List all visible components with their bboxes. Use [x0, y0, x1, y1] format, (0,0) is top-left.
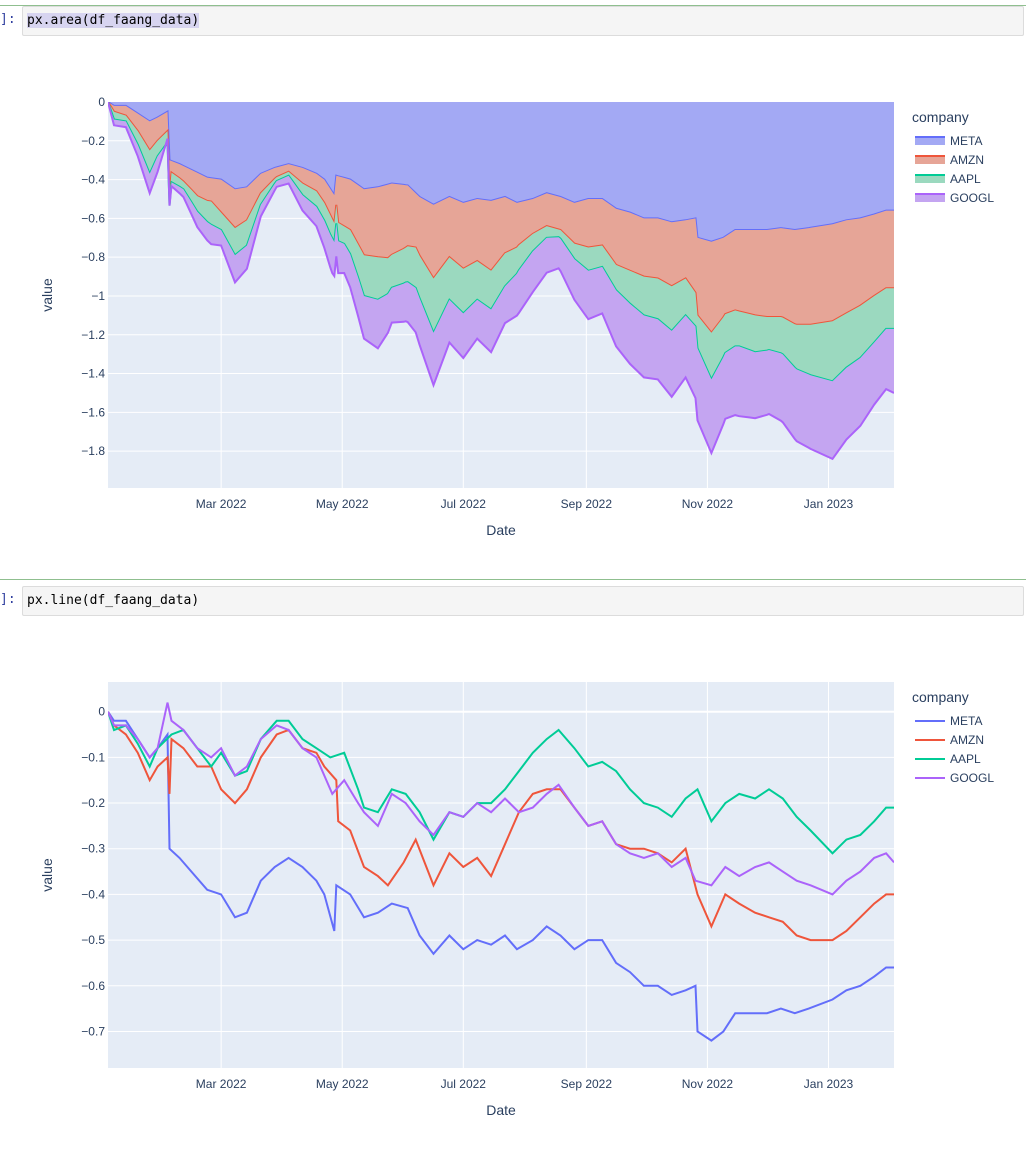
legend-item-meta[interactable]: META	[915, 714, 982, 728]
series-line-googl[interactable]	[108, 702, 894, 896]
y-tick-label: −0.4	[81, 887, 105, 901]
legend-item-googl[interactable]: GOOGL	[915, 771, 994, 785]
cell-prompt: ]:	[0, 12, 16, 27]
y-tick-label: −0.1	[81, 750, 105, 764]
legend-item-googl[interactable]: GOOGL	[915, 191, 994, 205]
x-tick-label: May 2022	[316, 1077, 369, 1091]
x-tick-label: Nov 2022	[682, 1077, 734, 1091]
cell-separator	[0, 5, 1026, 6]
legend-item-meta[interactable]: META	[915, 134, 982, 148]
x-tick-label: Jan 2023	[804, 497, 854, 511]
plot-background	[108, 682, 894, 1068]
x-tick-label: Nov 2022	[682, 497, 734, 511]
y-tick-label: 0	[98, 95, 105, 109]
y-axis-title: value	[39, 278, 55, 312]
cell-separator	[0, 579, 1026, 580]
legend-item-aapl[interactable]: AAPL	[915, 752, 981, 766]
area-chart[interactable]: Mar 2022 May 2022 Jul 2022 Sep 2022 Nov 2022…	[0, 80, 1026, 580]
y-axis-title: value	[39, 858, 55, 892]
area-fill-googl[interactable]	[108, 102, 894, 459]
legend-label: AMZN	[950, 153, 984, 167]
x-tick-label: Jan 2023	[804, 1077, 854, 1091]
cell-prompt: ]:	[0, 592, 16, 607]
legend-swatch	[915, 194, 945, 202]
legend: company META AMZN AAPL GOOGL	[912, 109, 994, 205]
y-tick-label: −1.8	[81, 444, 105, 458]
code-text: px.area(df_faang_data)	[27, 13, 200, 28]
series-line-aapl[interactable]	[108, 711, 894, 855]
legend-title: company	[912, 109, 969, 125]
x-axis-title: Date	[486, 1102, 516, 1118]
legend-label: AAPL	[950, 752, 981, 766]
legend-label: GOOGL	[950, 191, 994, 205]
y-tick-label: 0	[98, 705, 105, 719]
series-line-meta[interactable]	[108, 711, 894, 1042]
x-tick-label: Jul 2022	[441, 497, 487, 511]
legend-label: META	[950, 714, 982, 728]
area-line-googl[interactable]	[108, 102, 894, 461]
legend-label: AAPL	[950, 172, 981, 186]
plot-marks	[108, 102, 894, 461]
x-tick-label: May 2022	[316, 497, 369, 511]
legend-item-aapl[interactable]: AAPL	[915, 172, 981, 186]
legend-label: GOOGL	[950, 771, 994, 785]
y-tick-label: −0.2	[81, 796, 105, 810]
x-tick-label: Mar 2022	[196, 497, 247, 511]
y-tick-label: −0.2	[81, 134, 105, 148]
y-tick-label: −0.8	[81, 250, 105, 264]
legend-item-amzn[interactable]: AMZN	[915, 153, 984, 167]
legend-swatch	[915, 175, 945, 183]
code-cell-input[interactable]: px.area(df_faang_data)	[22, 6, 1024, 36]
y-tick-label: −0.6	[81, 979, 105, 993]
y-tick-label: −0.5	[81, 933, 105, 947]
y-tick-label: −1	[91, 289, 105, 303]
x-tick-label: Jul 2022	[441, 1077, 487, 1091]
y-tick-label: −1.2	[81, 328, 105, 342]
legend: company META AMZN AAPL GOOGL	[912, 689, 994, 785]
line-chart[interactable]: Mar 2022 May 2022 Jul 2022 Sep 2022 Nov 2022…	[0, 660, 1026, 1160]
y-tick-label: −1.4	[81, 367, 105, 381]
y-tick-label: −0.3	[81, 842, 105, 856]
series-line-amzn[interactable]	[108, 711, 894, 942]
legend-swatch	[915, 137, 945, 145]
legend-label: META	[950, 134, 982, 148]
y-tick-label: −0.6	[81, 211, 105, 225]
legend-label: AMZN	[950, 733, 984, 747]
code-cell-input[interactable]: px.line(df_faang_data)	[22, 586, 1024, 616]
y-tick-label: −0.4	[81, 173, 105, 187]
area-fill-aapl[interactable]	[108, 102, 894, 382]
x-tick-label: Mar 2022	[196, 1077, 247, 1091]
y-tick-label: −0.7	[81, 1024, 105, 1038]
plot-marks	[108, 702, 894, 1042]
legend-item-amzn[interactable]: AMZN	[915, 733, 984, 747]
area-fill-amzn[interactable]	[108, 102, 894, 333]
x-tick-label: Sep 2022	[561, 497, 613, 511]
area-fill-meta[interactable]	[108, 102, 894, 242]
y-tick-label: −1.6	[81, 405, 105, 419]
code-text: px.line(df_faang_data)	[27, 593, 200, 608]
legend-title: company	[912, 689, 969, 705]
x-tick-label: Sep 2022	[561, 1077, 613, 1091]
x-axis-title: Date	[486, 522, 516, 538]
legend-swatch	[915, 156, 945, 164]
